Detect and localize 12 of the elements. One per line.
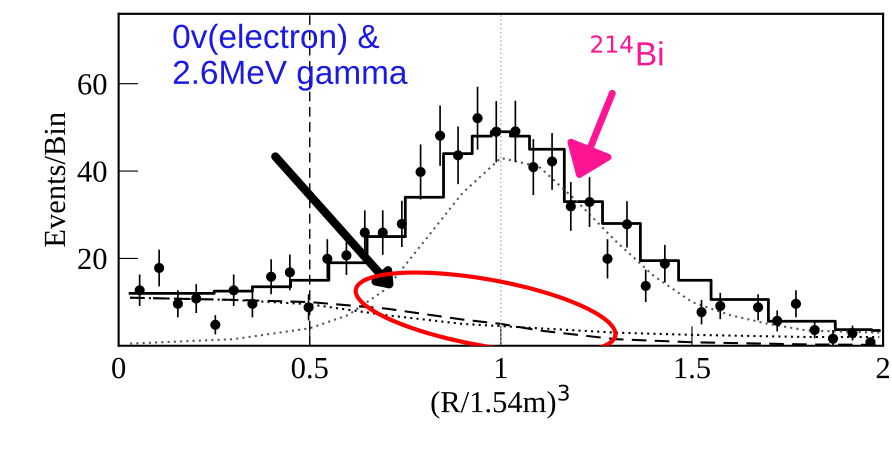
annotation: $^{214}$Bi bbox=[591, 35, 662, 66]
x-axis-title: (R/1.54m)$^{3}$ bbox=[431, 384, 569, 419]
y-tick-label: 40 bbox=[78, 161, 106, 182]
x-tick-label: 0.5 bbox=[292, 358, 328, 378]
y-axis-title: Events/Bin bbox=[44, 112, 66, 247]
annotation: 0v(electron) & 2.6MeV gamma bbox=[173, 24, 408, 91]
y-tick-label: 60 bbox=[78, 74, 106, 95]
x-tick-label: 1.5 bbox=[676, 358, 710, 378]
x-tick-label: 1 bbox=[496, 358, 507, 378]
y-tick-label: 20 bbox=[78, 248, 106, 270]
x-tick-label: 2 bbox=[876, 358, 890, 378]
x-tick-label: 0 bbox=[112, 358, 126, 378]
